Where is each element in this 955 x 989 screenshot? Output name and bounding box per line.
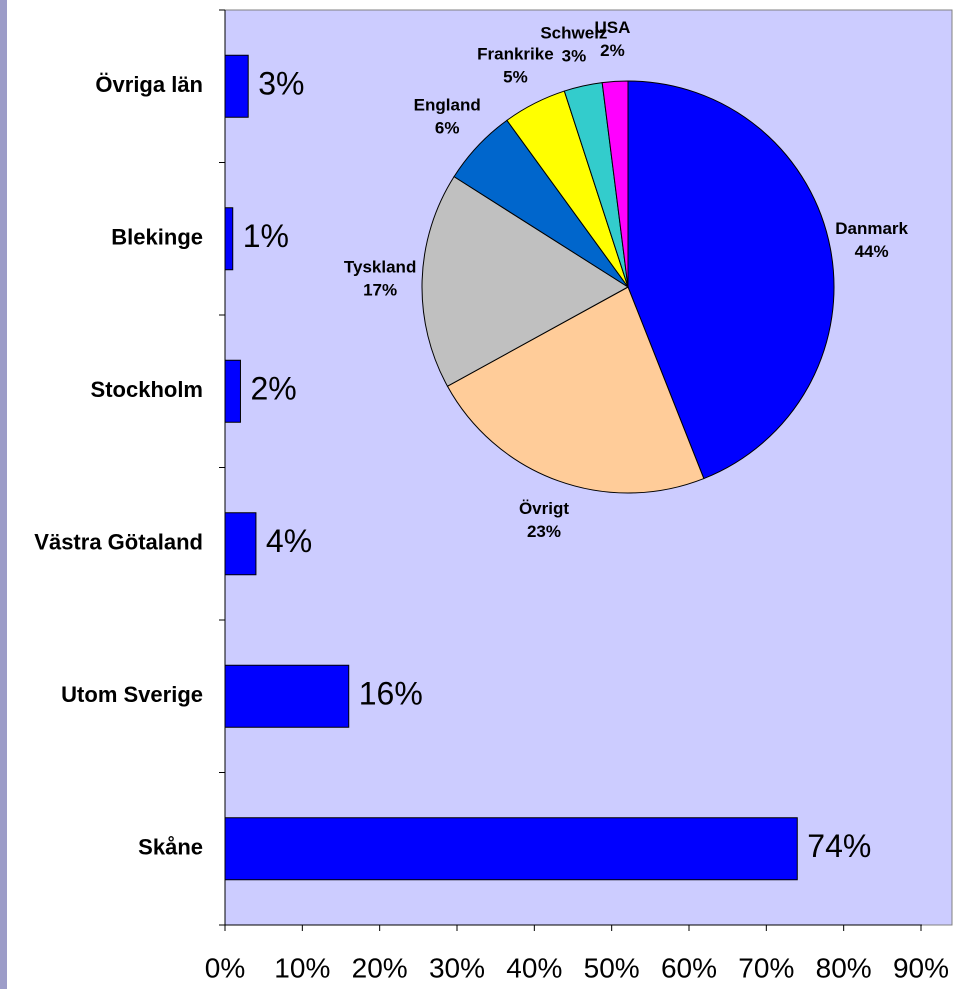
category-label: Utom Sverige <box>61 682 203 707</box>
value-label: 4% <box>266 523 312 559</box>
x-tick-label: 40% <box>506 952 562 983</box>
value-label: 2% <box>250 371 296 407</box>
pie-label: USA <box>594 18 630 37</box>
bar <box>224 512 257 576</box>
bar <box>224 359 241 423</box>
pie-value-label: 17% <box>363 281 397 300</box>
pie-value-label: 6% <box>435 119 460 138</box>
value-label: 3% <box>258 66 304 102</box>
value-label: 74% <box>807 828 871 864</box>
category-label: Övriga län <box>95 72 203 97</box>
pie-label: England <box>414 96 481 115</box>
pie-label: Schweiz <box>540 23 607 42</box>
pie-slice <box>627 80 835 480</box>
value-label: 1% <box>243 218 289 254</box>
x-tick-label: 20% <box>352 952 408 983</box>
pie-slice <box>421 175 629 387</box>
pie-label: Frankrike <box>477 45 554 64</box>
bar <box>224 664 350 728</box>
pie-label: Övrigt <box>519 499 569 518</box>
x-tick-label: 90% <box>893 952 949 983</box>
pie-label: Danmark <box>835 219 908 238</box>
category-label: Blekinge <box>111 225 203 250</box>
x-tick-label: 0% <box>205 952 245 983</box>
category-label: Stockholm <box>91 377 203 402</box>
bar <box>224 54 249 118</box>
category-label: Skåne <box>138 835 203 860</box>
bar <box>224 207 234 271</box>
value-label: 16% <box>359 676 423 712</box>
pie-label: Tyskland <box>344 258 416 277</box>
pie-value-label: 23% <box>527 522 561 541</box>
pie-slice <box>601 80 629 288</box>
pie-value-label: 2% <box>600 41 625 60</box>
pie-slice <box>446 286 705 494</box>
x-tick-label: 30% <box>429 952 485 983</box>
pie-value-label: 44% <box>855 242 889 261</box>
x-tick-label: 50% <box>584 952 640 983</box>
x-tick-label: 80% <box>816 952 872 983</box>
category-label: Västra Götaland <box>34 530 203 555</box>
x-tick-label: 10% <box>274 952 330 983</box>
bar <box>224 817 798 881</box>
x-tick-label: 70% <box>738 952 794 983</box>
pie-value-label: 3% <box>562 46 587 65</box>
left-strip <box>0 0 7 989</box>
x-tick-label: 60% <box>661 952 717 983</box>
pie-value-label: 5% <box>503 68 528 87</box>
